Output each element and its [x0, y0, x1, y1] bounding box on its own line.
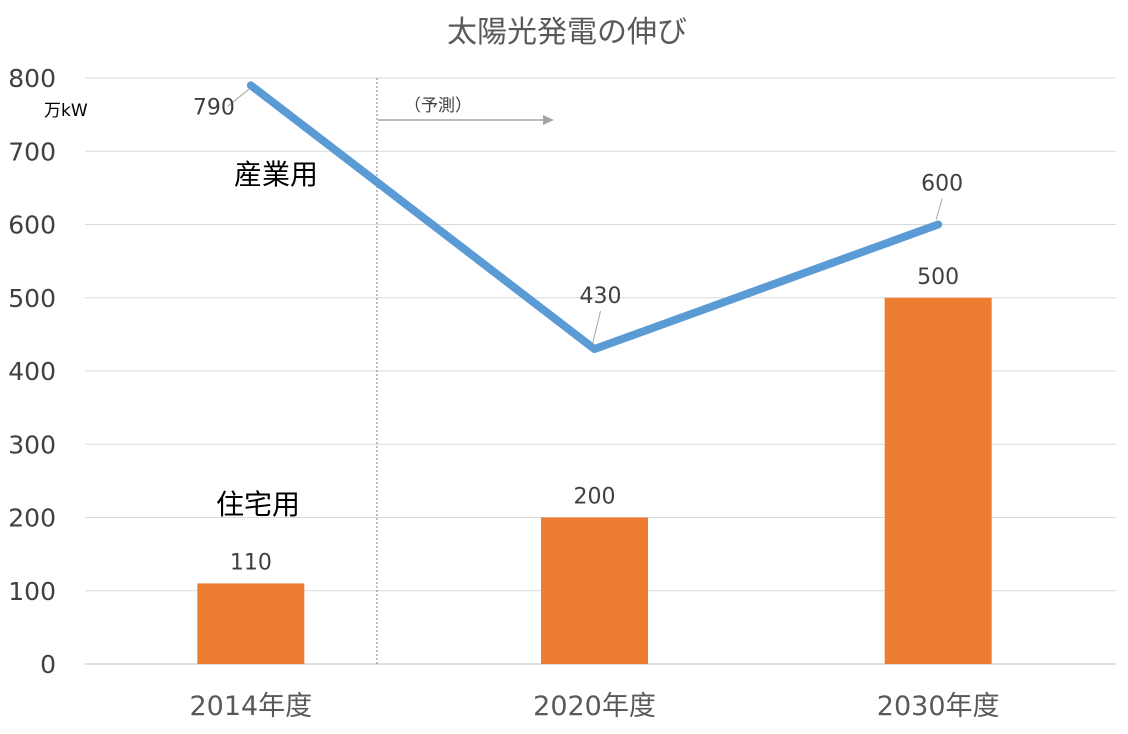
bar-data-label: 110	[230, 550, 272, 575]
y-tick-label: 0	[40, 650, 56, 679]
forecast-arrow	[378, 115, 554, 125]
forecast-label: （予測）	[404, 96, 472, 116]
leader-line	[227, 88, 250, 107]
bar-data-label: 200	[574, 485, 616, 510]
bar	[541, 517, 648, 664]
y-tick-label: 500	[8, 284, 56, 313]
y-axis-unit: 万kW	[44, 101, 88, 121]
series-name-residential: 住宅用	[216, 488, 300, 521]
y-tick-label: 100	[8, 577, 56, 606]
y-tick-label: 600	[8, 211, 56, 240]
x-category-label: 2020年度	[533, 691, 656, 722]
bar-series: 110 200 500	[197, 265, 992, 664]
bar-data-label: 500	[917, 265, 959, 290]
line-series: 790 430 600	[193, 81, 963, 354]
x-category-label: 2014年度	[189, 691, 312, 722]
bar	[197, 583, 305, 664]
bar	[884, 297, 992, 664]
y-tick-label: 800	[8, 64, 56, 93]
y-tick-label: 700	[8, 137, 56, 166]
leader-line	[592, 310, 601, 345]
y-tick-label: 400	[8, 357, 56, 386]
x-category-label: 2030年度	[877, 691, 1000, 722]
y-tick-label: 300	[8, 430, 56, 459]
chart-title: 太陽光発電の伸び	[447, 15, 687, 50]
x-axis-categories: 2014年度 2020年度 2030年度	[189, 691, 999, 722]
line-data-label: 600	[921, 172, 963, 197]
leader-line	[935, 198, 943, 220]
line-data-label: 430	[580, 284, 622, 309]
y-axis-ticks: 0 100 200 300 400 500 600 700 800	[8, 64, 56, 679]
series-line	[246, 81, 943, 354]
y-tick-label: 200	[8, 504, 56, 533]
series-name-industrial: 産業用	[234, 158, 318, 191]
line-data-label: 790	[193, 95, 235, 120]
